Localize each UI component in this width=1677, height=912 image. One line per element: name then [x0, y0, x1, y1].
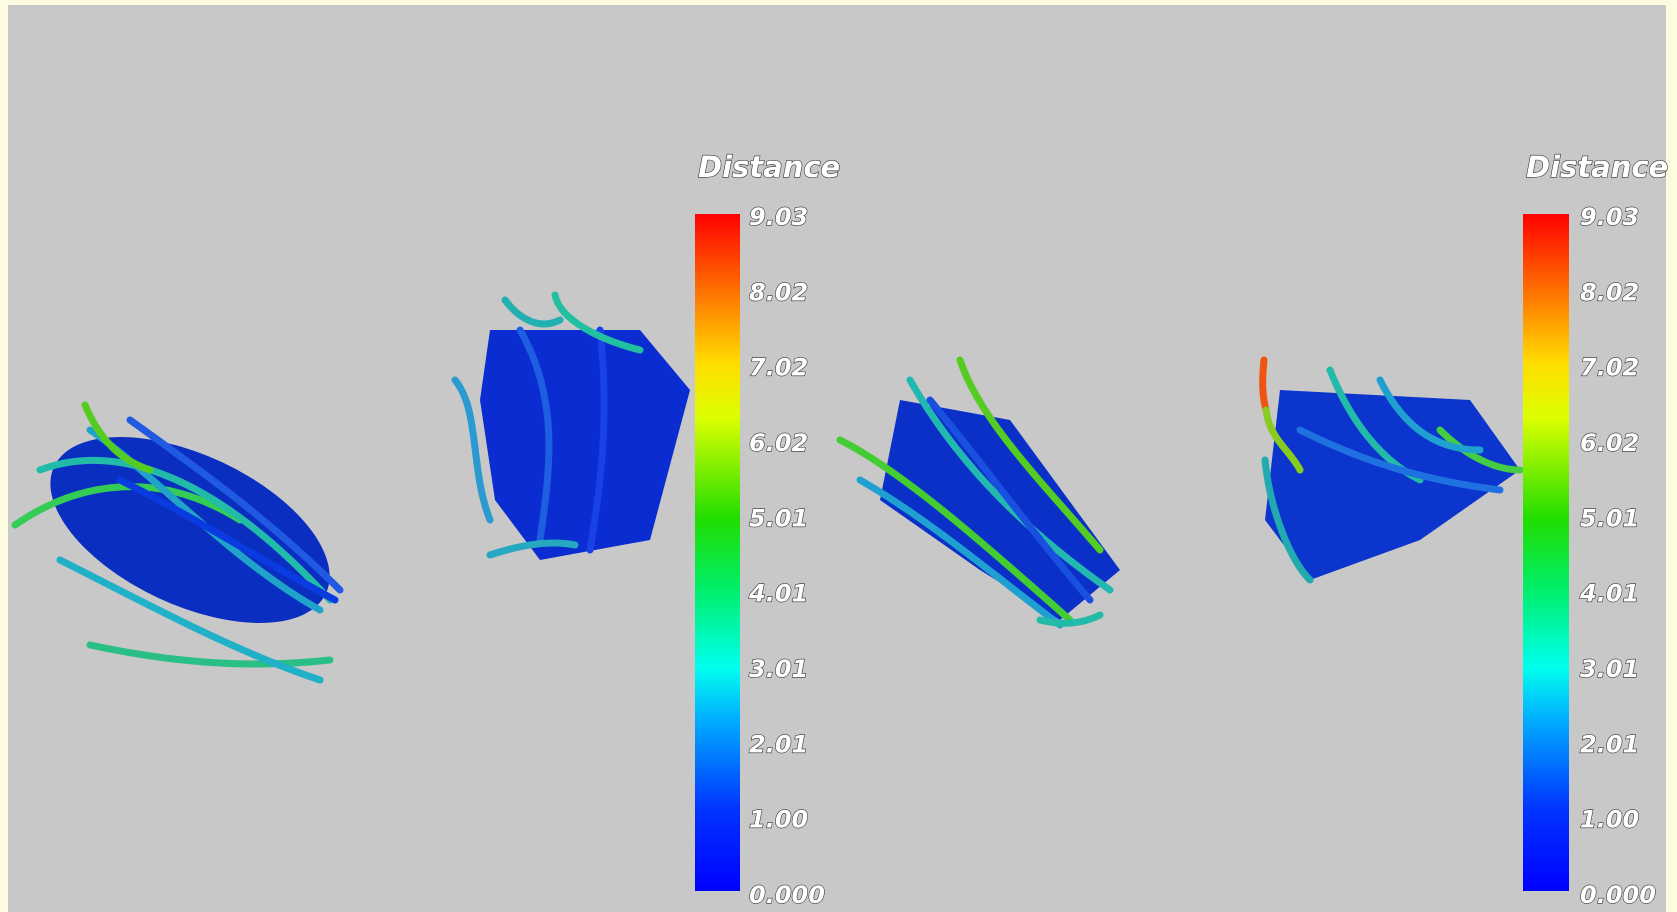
legend-tick-label: 7.02 — [1580, 354, 1639, 382]
legend-tick-label: 0.000 — [749, 881, 825, 909]
legend-tick-label: 4.01 — [1579, 580, 1639, 608]
legend-tick-label: 4.01 — [748, 580, 808, 608]
viewport: Distance Distance 9.03 8.02 7.02 6.02 5.01 4.… — [0, 0, 1677, 912]
legend-tick-label: 1.00 — [749, 806, 808, 834]
legend-tick-label: 8.02 — [749, 278, 808, 306]
legend-tick-label: 8.02 — [1580, 278, 1639, 306]
legend-tick-label: 9.03 — [749, 203, 808, 231]
legend-tick-label: 6.02 — [1580, 429, 1639, 457]
legend-tick-label: 3.01 — [1580, 655, 1639, 683]
legend-title: Distance — [1526, 150, 1668, 184]
legend-tick-label: 6.02 — [749, 429, 808, 457]
legend-tick-label: 0.000 — [1580, 881, 1656, 909]
legend-tick-label: 2.01 — [749, 730, 808, 758]
legend-tick-label: 2.01 — [1580, 730, 1639, 758]
legend-title: Distance — [698, 150, 840, 184]
legend-tick-label: 3.01 — [749, 655, 808, 683]
color-bar — [1523, 214, 1569, 891]
legend-tick-label: 5.01 — [749, 504, 808, 532]
legend-tick-label: 9.03 — [1580, 203, 1639, 231]
legend-tick-label: 5.01 — [1580, 504, 1639, 532]
color-bar — [695, 214, 740, 891]
legend-tick-label: 7.02 — [749, 354, 808, 382]
legend-tick-label: 1.00 — [1580, 806, 1639, 834]
